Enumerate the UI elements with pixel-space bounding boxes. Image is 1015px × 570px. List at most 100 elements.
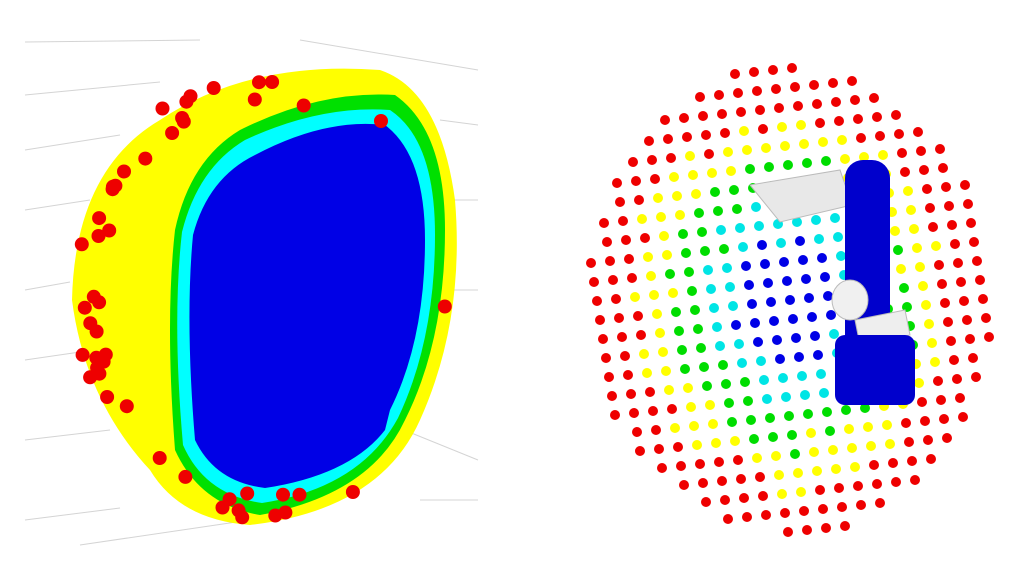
voxel: [807, 312, 817, 322]
voxel: [831, 97, 841, 107]
red-voxel: [152, 451, 167, 465]
voxel: [753, 337, 763, 347]
floor-grid: [24, 39, 479, 546]
voxel: [708, 419, 718, 429]
voxel: [777, 122, 787, 132]
voxel: [663, 134, 673, 144]
voxel: [707, 168, 717, 178]
voxel: [668, 288, 678, 298]
voxel: [760, 259, 770, 269]
voxel: [725, 282, 735, 292]
voxel: [802, 158, 812, 168]
voxel: [959, 296, 969, 306]
voxel: [899, 283, 909, 293]
voxel: [702, 381, 712, 391]
voxel: [798, 255, 808, 265]
voxel: [654, 444, 664, 454]
voxel: [695, 92, 705, 102]
voxel: [656, 212, 666, 222]
voxel: [818, 504, 828, 514]
voxel: [691, 189, 701, 199]
voxel: [680, 364, 690, 374]
voxel: [844, 424, 854, 434]
red-voxel: [183, 89, 198, 104]
voxel: [729, 185, 739, 195]
voxel: [821, 156, 831, 166]
grid-line: [79, 519, 251, 546]
voxel: [863, 422, 873, 432]
voxel: [815, 485, 825, 495]
voxel: [631, 176, 641, 186]
voxel: [875, 498, 885, 508]
red-voxel: [117, 164, 131, 179]
voxel: [735, 223, 745, 233]
voxel: [792, 217, 802, 227]
voxel: [816, 369, 826, 379]
red-voxel: [89, 350, 104, 365]
voxel: [850, 462, 860, 472]
voxel: [640, 233, 650, 243]
voxel: [682, 132, 692, 142]
grid-line: [24, 81, 161, 96]
voxel: [920, 416, 930, 426]
voxel: [771, 84, 781, 94]
voxel: [693, 324, 703, 334]
voxel: [916, 146, 926, 156]
voxel: [935, 144, 945, 154]
voxel: [723, 514, 733, 524]
voxel: [730, 436, 740, 446]
voxel: [722, 263, 732, 273]
voxel: [706, 284, 716, 294]
voxel: [755, 105, 765, 115]
voxel: [960, 180, 970, 190]
voxel: [943, 317, 953, 327]
voxel: [836, 251, 846, 261]
voxel: [736, 107, 746, 117]
red-voxel: [437, 299, 452, 314]
voxel: [730, 69, 740, 79]
voxel: [675, 210, 685, 220]
voxel: [733, 455, 743, 465]
voxel: [856, 133, 866, 143]
voxel: [790, 449, 800, 459]
voxel: [953, 258, 963, 268]
voxel: [971, 372, 981, 382]
voxel: [914, 378, 924, 388]
voxel: [733, 88, 743, 98]
voxel: [711, 438, 721, 448]
voxel: [902, 302, 912, 312]
voxel: [866, 441, 876, 451]
voxel: [819, 388, 829, 398]
voxel: [740, 377, 750, 387]
voxel: [586, 258, 596, 268]
grid-line: [299, 39, 479, 71]
voxel: [649, 290, 659, 300]
voxel: [926, 454, 936, 464]
voxel: [719, 244, 729, 254]
voxel: [859, 152, 869, 162]
voxel: [732, 204, 742, 214]
voxel: [937, 279, 947, 289]
voxel: [918, 281, 928, 291]
voxel: [694, 208, 704, 218]
voxel: [756, 356, 766, 366]
voxel: [856, 500, 866, 510]
voxel: [882, 420, 892, 430]
voxel: [784, 411, 794, 421]
voxel: [765, 413, 775, 423]
voxel: [647, 155, 657, 165]
voxel: [712, 322, 722, 332]
voxel: [642, 368, 652, 378]
voxel: [869, 93, 879, 103]
voxel: [718, 360, 728, 370]
voxel: [659, 231, 669, 241]
voxel: [703, 265, 713, 275]
voxel: [742, 145, 752, 155]
voxel: [891, 110, 901, 120]
voxel: [799, 506, 809, 516]
grid-line: [24, 39, 201, 43]
blue-interior: [189, 123, 425, 489]
voxel: [745, 164, 755, 174]
voxel: [888, 458, 898, 468]
voxel: [615, 197, 625, 207]
